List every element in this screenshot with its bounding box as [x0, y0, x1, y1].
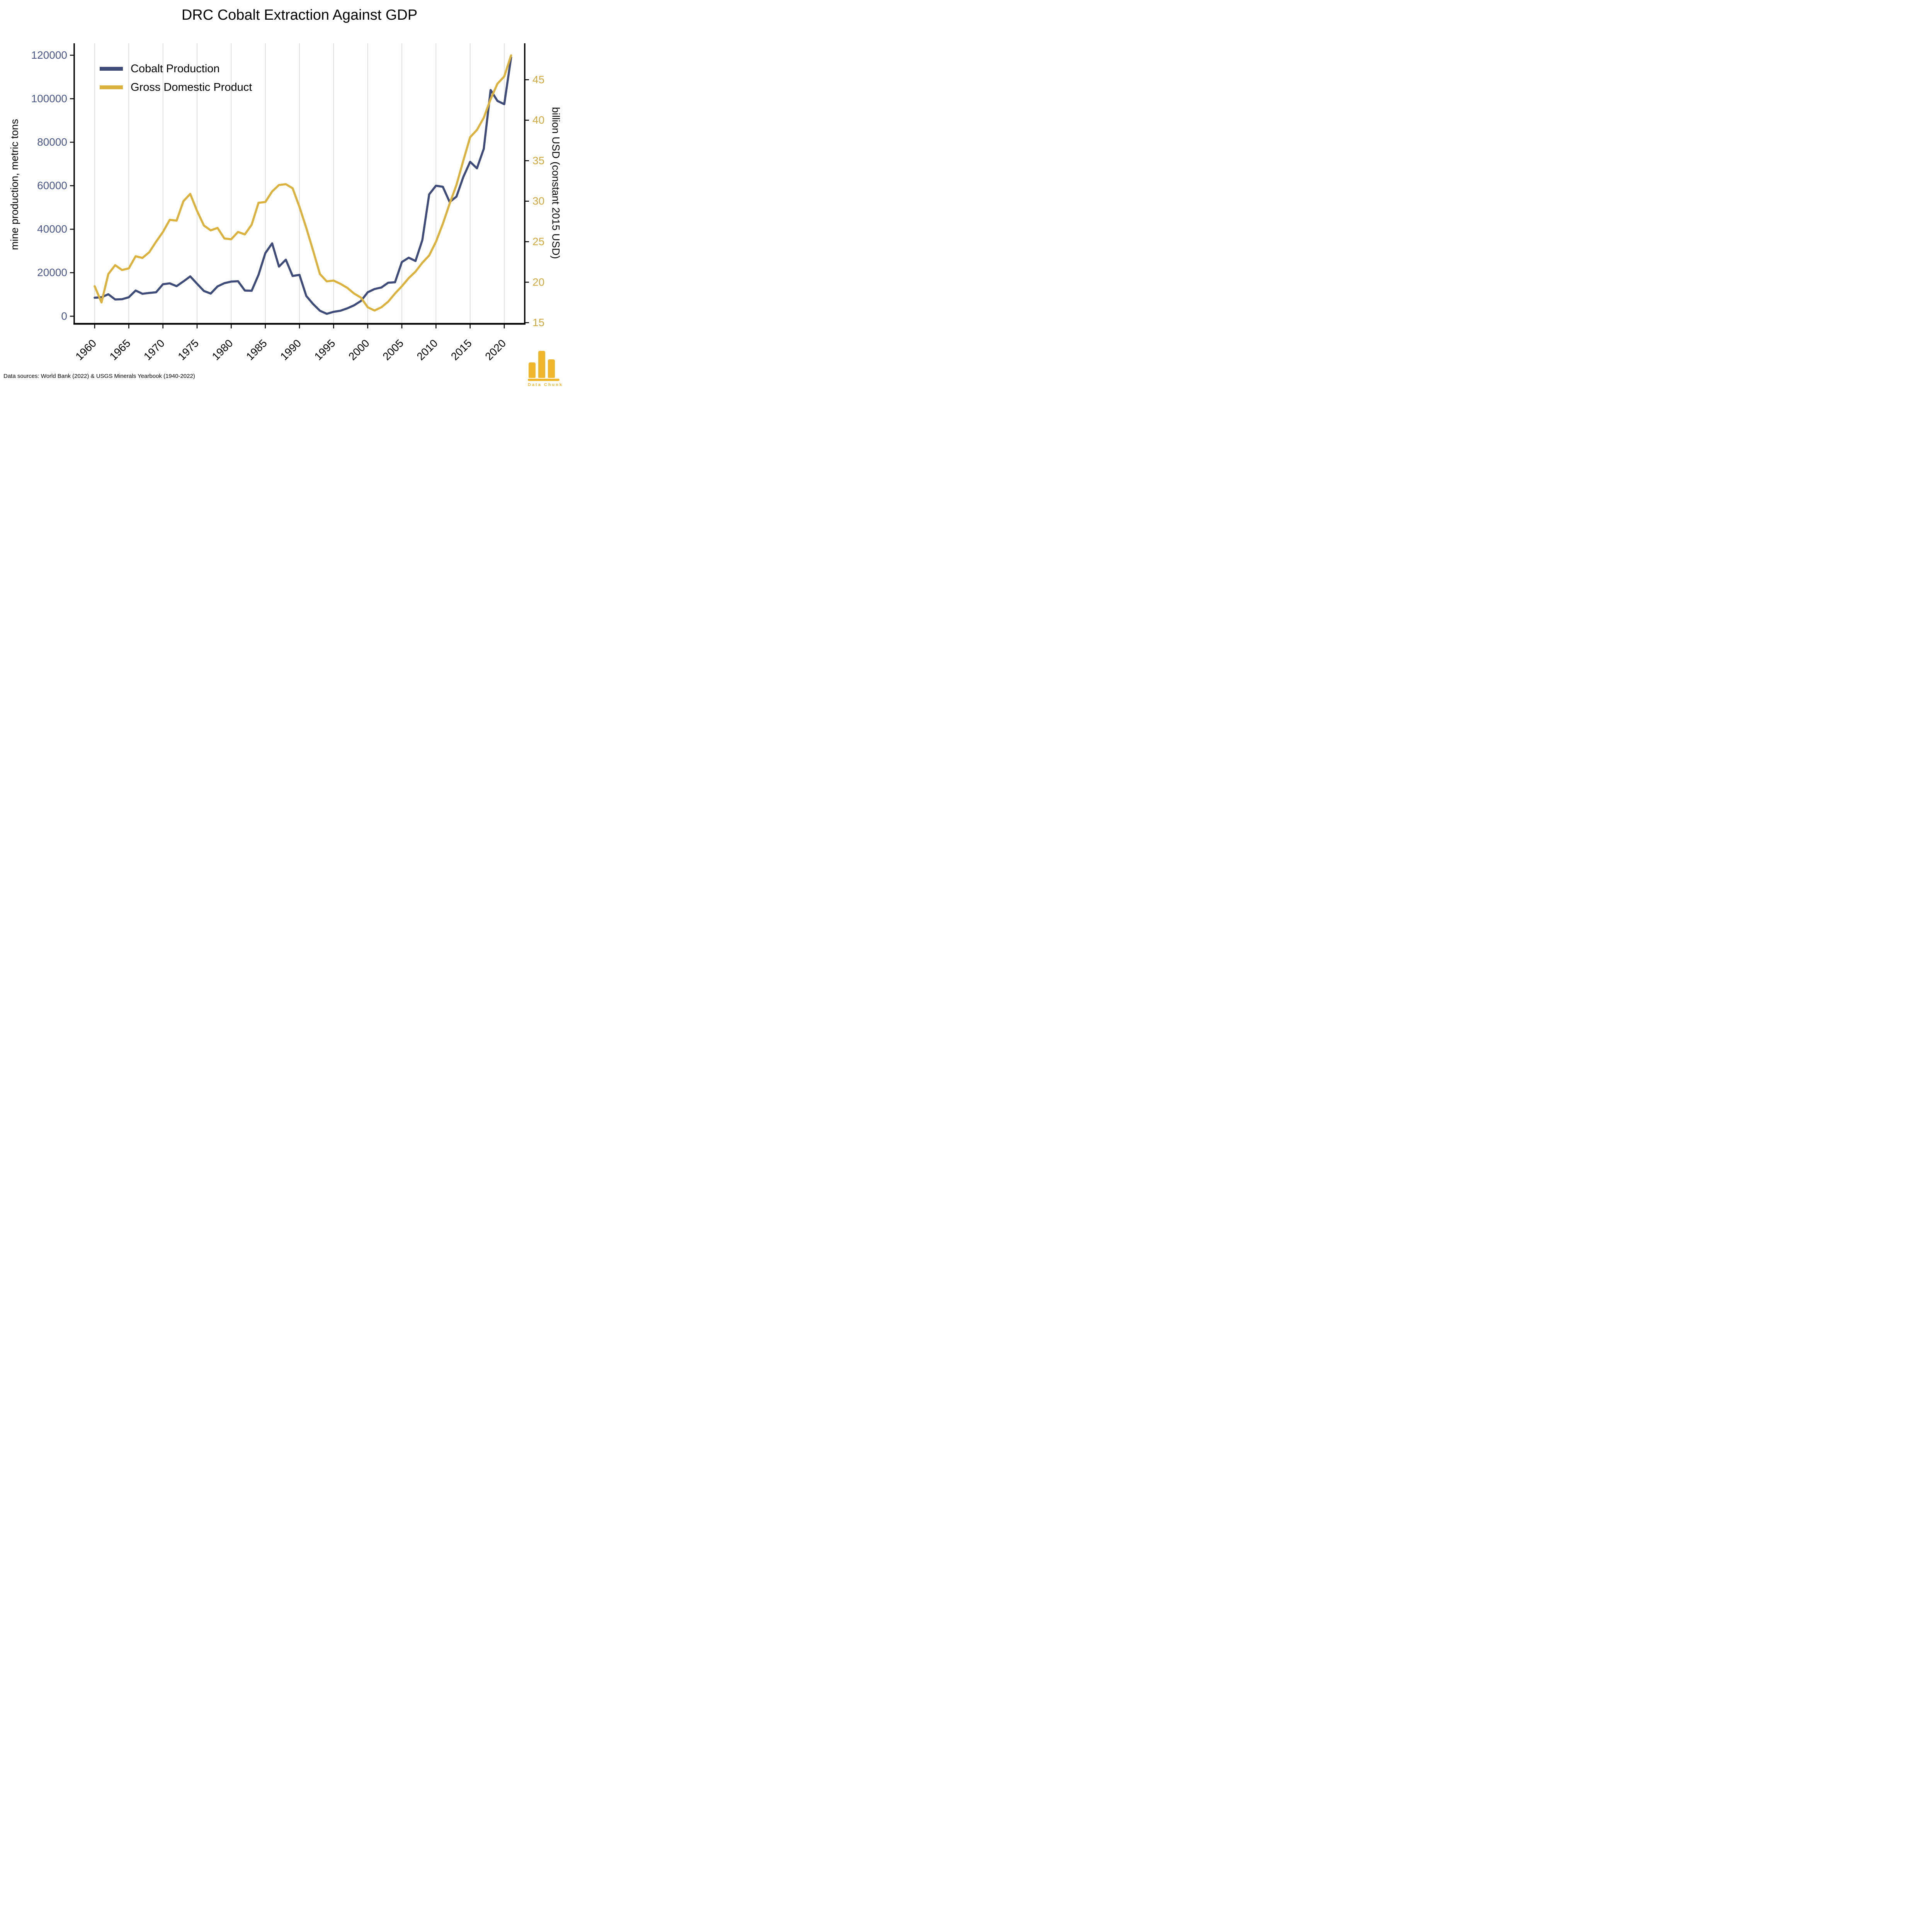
series-line-gdp — [94, 54, 512, 312]
right-tick-label: 20 — [532, 276, 544, 288]
x-tick-label: 2020 — [483, 337, 508, 362]
legend: Cobalt Production Gross Domestic Product — [100, 60, 252, 97]
x-tick-label: 1970 — [141, 337, 167, 362]
legend-label-cobalt: Cobalt Production — [131, 62, 220, 75]
x-tick-label: 1990 — [278, 337, 303, 362]
chart-title: DRC Cobalt Extraction Against GDP — [181, 7, 418, 23]
right-tick-label: 30 — [532, 195, 544, 207]
x-tick-label: 1985 — [244, 337, 269, 362]
logo-bar-icon — [529, 362, 536, 378]
left-tick-label: 40000 — [37, 223, 67, 235]
x-tick-label: 2015 — [449, 337, 474, 362]
legend-item-gdp: Gross Domestic Product — [100, 79, 252, 96]
x-tick-label: 2000 — [346, 337, 372, 362]
right-tick-label: 45 — [532, 73, 544, 85]
left-tick-label: 100000 — [31, 93, 67, 105]
logo-text: Data Chunk — [528, 383, 563, 387]
x-tick-label: 1980 — [210, 337, 235, 362]
legend-swatch-gdp — [100, 85, 123, 89]
left-tick-label: 20000 — [37, 267, 67, 279]
right-tick-label: 15 — [532, 316, 544, 328]
series-line-cobalt — [94, 56, 512, 315]
logo-bar-icon — [538, 351, 545, 378]
x-tick-label: 1995 — [312, 337, 338, 362]
legend-item-cobalt: Cobalt Production — [100, 60, 252, 77]
left-tick-label: 120000 — [31, 49, 67, 61]
x-tick-label: 1975 — [175, 337, 201, 362]
legend-swatch-cobalt — [100, 67, 123, 71]
logo-baseline-icon — [528, 379, 560, 381]
logo-bar-icon — [548, 359, 555, 378]
left-tick-label: 60000 — [37, 180, 67, 192]
left-tick-label: 80000 — [37, 136, 67, 148]
legend-label-gdp: Gross Domestic Product — [131, 81, 252, 94]
data-chunk-logo: Data Chunk — [528, 349, 570, 387]
x-tick-label: 2005 — [380, 337, 406, 362]
right-tick-label: 25 — [532, 235, 544, 247]
line-chart-canvas: 0 20000 40000 60000 80000 100000 120000 15 20 25 3… — [31, 43, 544, 362]
right-tick-label: 40 — [532, 114, 544, 126]
data-sources-note: Data sources: World Bank (2022) & USGS M… — [3, 373, 195, 379]
chart-page: DRC Cobalt Extraction Against GDP mine p… — [0, 0, 573, 393]
right-tick-label: 35 — [532, 155, 544, 167]
left-tick-label: 0 — [61, 310, 67, 322]
x-tick-label: 1960 — [73, 337, 99, 362]
x-tick-label: 2010 — [415, 337, 440, 362]
x-tick-label: 1965 — [107, 337, 133, 362]
logo-bars-icon — [528, 349, 570, 381]
